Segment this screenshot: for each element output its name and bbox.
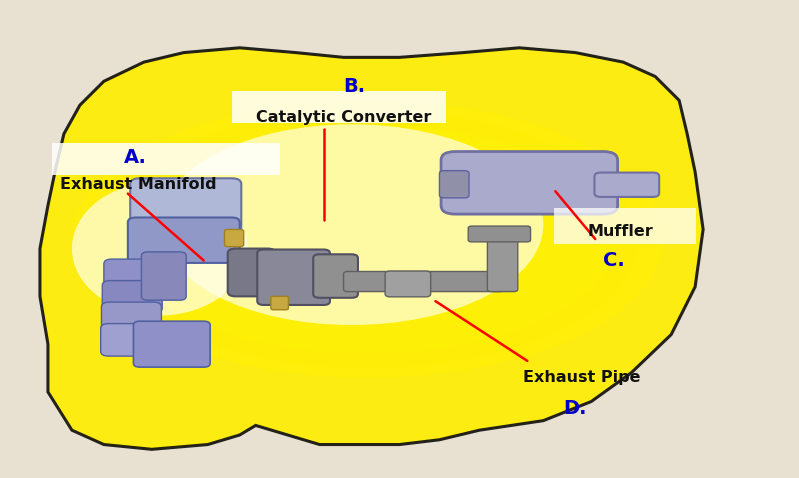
- Text: Muffler: Muffler: [587, 224, 653, 239]
- Text: Catalytic Converter: Catalytic Converter: [256, 109, 431, 125]
- FancyBboxPatch shape: [228, 249, 276, 296]
- Text: C.: C.: [603, 251, 625, 270]
- FancyBboxPatch shape: [133, 321, 210, 367]
- FancyBboxPatch shape: [101, 302, 161, 335]
- Ellipse shape: [72, 100, 663, 378]
- FancyBboxPatch shape: [554, 208, 696, 244]
- Text: Exhaust Manifold: Exhaust Manifold: [60, 176, 217, 192]
- FancyBboxPatch shape: [130, 178, 241, 235]
- FancyBboxPatch shape: [385, 271, 431, 297]
- FancyBboxPatch shape: [594, 173, 659, 197]
- FancyBboxPatch shape: [441, 152, 618, 214]
- Ellipse shape: [120, 124, 615, 354]
- FancyBboxPatch shape: [101, 324, 161, 356]
- Ellipse shape: [160, 124, 543, 325]
- FancyBboxPatch shape: [102, 281, 162, 313]
- FancyBboxPatch shape: [439, 171, 469, 198]
- FancyBboxPatch shape: [257, 250, 330, 305]
- FancyBboxPatch shape: [232, 91, 446, 123]
- FancyBboxPatch shape: [313, 254, 358, 298]
- Ellipse shape: [96, 110, 639, 368]
- FancyBboxPatch shape: [271, 296, 288, 310]
- FancyBboxPatch shape: [141, 252, 186, 300]
- Ellipse shape: [72, 182, 248, 315]
- FancyBboxPatch shape: [104, 259, 164, 292]
- Polygon shape: [40, 48, 703, 449]
- Text: B.: B.: [344, 76, 366, 96]
- FancyBboxPatch shape: [225, 229, 244, 247]
- Text: Exhaust Pipe: Exhaust Pipe: [523, 370, 641, 385]
- Ellipse shape: [136, 134, 599, 344]
- Text: D.: D.: [563, 399, 586, 418]
- FancyBboxPatch shape: [52, 143, 280, 175]
- FancyBboxPatch shape: [487, 232, 518, 292]
- FancyBboxPatch shape: [344, 272, 503, 292]
- FancyBboxPatch shape: [468, 226, 531, 242]
- Text: A.: A.: [124, 148, 147, 167]
- FancyBboxPatch shape: [128, 217, 240, 263]
